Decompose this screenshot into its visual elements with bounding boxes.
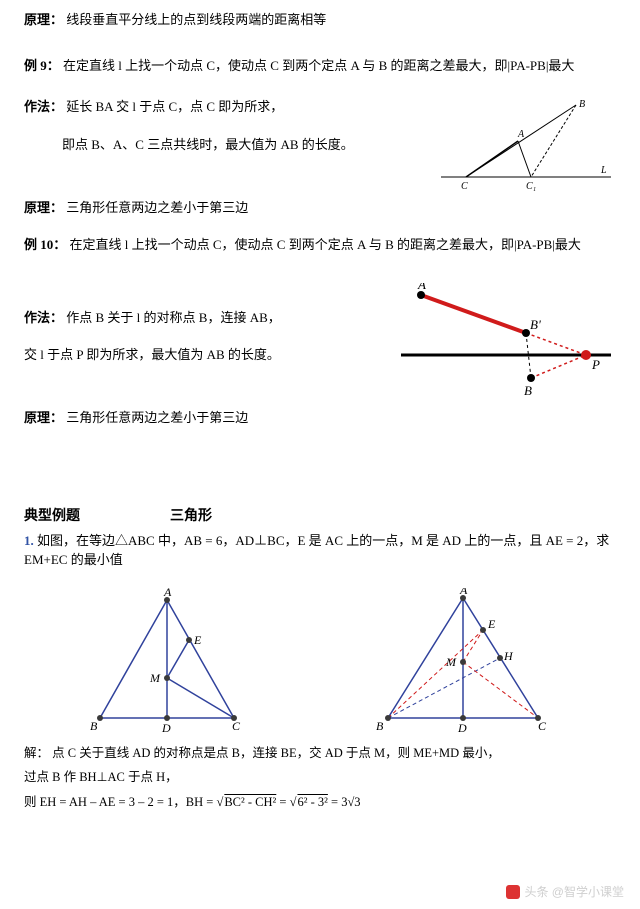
- principle-text: 线段垂直平分线上的点到线段两端的距离相等: [66, 12, 326, 27]
- p1-figures: A B C D E M A B C D E M H: [24, 588, 616, 738]
- p1-solution: 解： 点 C 关于直线 AD 的对称点是点 B，连接 BE，交 AD 于点 M，…: [24, 744, 616, 812]
- svg-text:A: A: [459, 588, 468, 597]
- ex10-fig-P: P: [591, 357, 600, 372]
- ex10-text: 在定直线 l 上找一个动点 C，使动点 C 到两个定点 A 与 B 的距离之差最…: [70, 237, 581, 252]
- svg-text:B: B: [90, 719, 98, 733]
- ex10-method: 作法： 作点 B 关于 l 的对称点 B，连接 AB， 交 l 于点 P 即为所…: [24, 308, 378, 383]
- p1-figure-right: A B C D E M H: [368, 588, 558, 738]
- ex9-fig-C1: C₁: [526, 181, 536, 192]
- ex9-fig-L: L: [600, 165, 607, 176]
- ex9-method-l2: 即点 B、A、C 三点共线时，最大值为 AB 的长度。: [62, 137, 354, 152]
- ex10-method-l2: 交 l 于点 P 即为所求，最大值为 AB 的长度。: [24, 347, 280, 362]
- ex10-method-label: 作法：: [24, 310, 63, 325]
- ex10-fig-B: B: [524, 383, 532, 398]
- ex9-principle-text: 三角形任意两边之差小于第三边: [66, 200, 248, 215]
- p1-figure-left: A B C D E M: [82, 588, 252, 738]
- watermark: 头条 @智学小课堂: [500, 881, 630, 903]
- ex10-body: 作法： 作点 B 关于 l 的对称点 B，连接 AB， 交 l 于点 P 即为所…: [24, 283, 616, 409]
- ex9-fig-A: A: [517, 129, 525, 140]
- svg-text:E: E: [487, 617, 496, 631]
- sol-label: 解：: [24, 746, 49, 760]
- ex10-prompt: 例 10： 在定直线 l 上找一个动点 C，使动点 C 到两个定点 A 与 B …: [24, 235, 616, 255]
- ex10-fig-Bp: B': [530, 317, 541, 332]
- section-header: 典型例题 三角形: [24, 506, 616, 527]
- ex10-method-l1: 作点 B 关于 l 的对称点 B，连接 AB，: [66, 310, 281, 325]
- p1-text: 如图，在等边△ABC 中，AB = 6，AD⊥BC，E 是 AC 上的一点，M …: [24, 533, 609, 568]
- ex10-label: 例 10：: [24, 237, 66, 252]
- ex10-principle-label: 原理：: [24, 410, 63, 425]
- principle-1: 原理： 线段垂直平分线上的点到线段两端的距离相等: [24, 10, 616, 30]
- ex9-body: 作法： 延长 BA 交 l 于点 C，点 C 即为所求， 即点 B、A、C 三点…: [24, 97, 616, 198]
- ex10-principle: 原理： 三角形任意两边之差小于第三边: [24, 408, 616, 428]
- ex9-method-l1: 延长 BA 交 l 于点 C，点 C 即为所求，: [66, 99, 283, 114]
- svg-text:C: C: [232, 719, 241, 733]
- ex9-figure: A B C C₁ L: [436, 97, 616, 198]
- principle-label: 原理：: [24, 12, 63, 27]
- ex9-fig-C: C: [461, 181, 468, 192]
- ex9-method-label: 作法：: [24, 99, 63, 114]
- sol-l3: 则 EH = AH – AE = 3 – 2 = 1，BH = √BC² - C…: [24, 793, 616, 812]
- svg-text:H: H: [503, 649, 514, 663]
- svg-text:B: B: [376, 719, 384, 733]
- sol-l2: 过点 B 作 BH⊥AC 于点 H，: [24, 768, 616, 787]
- ex10-figure: A B' B P: [396, 283, 616, 409]
- section-hdr-1: 典型例题: [24, 506, 80, 527]
- ex9-fig-B: B: [579, 99, 585, 110]
- ex10-fig-A: A: [417, 283, 426, 292]
- sol-l1: 点 C 关于直线 AD 的对称点是点 B，连接 BE，交 AD 于点 M，则 M…: [52, 746, 500, 760]
- svg-text:A: A: [163, 588, 172, 599]
- svg-text:C: C: [538, 719, 547, 733]
- svg-text:E: E: [193, 633, 202, 647]
- watermark-text: 头条 @智学小课堂: [524, 883, 624, 901]
- ex9-principle: 原理： 三角形任意两边之差小于第三边: [24, 198, 616, 218]
- svg-text:M: M: [445, 655, 457, 669]
- p1-num: 1.: [24, 533, 34, 548]
- section-hdr-2: 三角形: [170, 506, 212, 527]
- ex9-text: 在定直线 l 上找一个动点 C，使动点 C 到两个定点 A 与 B 的距离之差最…: [63, 58, 574, 73]
- svg-text:M: M: [149, 671, 161, 685]
- svg-text:D: D: [457, 721, 467, 735]
- ex9-principle-label: 原理：: [24, 200, 63, 215]
- ex9-prompt: 例 9： 在定直线 l 上找一个动点 C，使动点 C 到两个定点 A 与 B 的…: [24, 56, 616, 76]
- ex9-method: 作法： 延长 BA 交 l 于点 C，点 C 即为所求， 即点 B、A、C 三点…: [24, 97, 418, 172]
- problem-1: 1. 如图，在等边△ABC 中，AB = 6，AD⊥BC，E 是 AC 上的一点…: [24, 531, 616, 570]
- ex9-label: 例 9：: [24, 58, 60, 73]
- svg-text:D: D: [161, 721, 171, 735]
- toutiao-icon: [506, 885, 520, 899]
- ex10-principle-text: 三角形任意两边之差小于第三边: [66, 410, 248, 425]
